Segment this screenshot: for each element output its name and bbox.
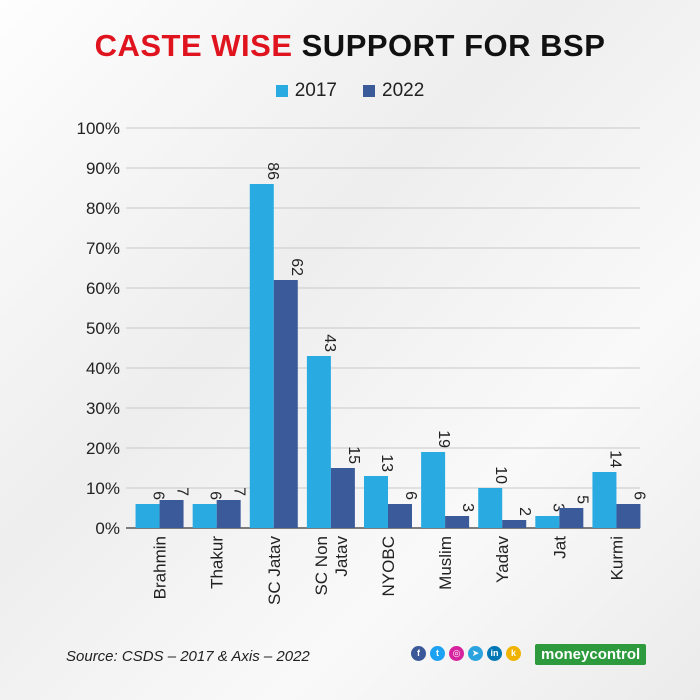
legend-label-2022: 2022 <box>382 80 425 101</box>
y-tick-label: 80% <box>86 199 120 218</box>
title-part-red: CASTE WISE <box>94 28 293 63</box>
x-tick-label: Kurmi <box>607 536 626 580</box>
data-label: 6 <box>402 491 419 500</box>
legend-swatch-2017 <box>275 85 288 97</box>
x-tick-label: Jatav <box>332 536 351 577</box>
instagram-icon[interactable]: ◎ <box>449 646 464 661</box>
bar-2017-yadav <box>478 488 503 528</box>
data-label: 6 <box>630 491 647 500</box>
x-tick-label: NYOBC <box>379 536 398 596</box>
bar-2017-brahmin <box>135 504 160 528</box>
bar-2022-yadav <box>502 520 527 528</box>
legend: 2017 2022 <box>0 80 700 102</box>
source-note: Source: CSDS – 2017 & Axis – 2022 <box>66 648 310 665</box>
y-tick-label: 40% <box>86 359 120 378</box>
data-label: 3 <box>459 503 476 512</box>
x-tick-label: Muslim <box>436 536 455 590</box>
data-label: 7 <box>174 487 191 496</box>
bar-2022-muslim <box>445 516 470 528</box>
data-label: 43 <box>321 334 338 352</box>
bar-2022-kurmi <box>616 504 641 528</box>
bar-2022-jat <box>559 508 584 528</box>
legend-item-2017: 2017 <box>275 80 337 102</box>
bar-2017-thakur <box>192 504 217 528</box>
data-label: 62 <box>288 258 305 276</box>
data-label: 10 <box>492 466 509 484</box>
data-label: 13 <box>378 454 395 472</box>
y-tick-label: 20% <box>86 439 120 458</box>
bar-2017-sc-non-jatav <box>306 356 331 528</box>
y-tick-label: 70% <box>86 239 120 258</box>
brand-logo: moneycontrol <box>535 644 647 665</box>
data-label: 2 <box>516 507 533 516</box>
data-label: 86 <box>264 162 281 180</box>
y-tick-label: 30% <box>86 399 120 418</box>
data-label: 3 <box>549 503 566 512</box>
y-tick-label: 0% <box>95 519 120 538</box>
x-tick-label: Thakur <box>208 536 227 589</box>
bar-2022-brahmin <box>159 500 184 528</box>
data-label: 15 <box>345 446 362 464</box>
twitter-icon[interactable]: t <box>430 646 445 661</box>
y-tick-label: 100% <box>77 119 120 138</box>
y-tick-label: 50% <box>86 319 120 338</box>
bar-2022-nyobc <box>388 504 412 528</box>
bar-2022-sc-non-jatav <box>330 468 355 528</box>
title-part-dark: SUPPORT FOR BSP <box>301 28 606 63</box>
x-tick-label: SC Jatav <box>265 536 284 605</box>
data-label: 6 <box>207 491 224 500</box>
koo-icon[interactable]: k <box>506 646 521 661</box>
y-tick-label: 10% <box>86 479 120 498</box>
data-label: 6 <box>150 491 167 500</box>
bar-2022-thakur <box>216 500 241 528</box>
facebook-icon[interactable]: f <box>411 646 426 661</box>
legend-swatch-2022 <box>363 85 375 97</box>
telegram-icon[interactable]: ➤ <box>468 646 483 661</box>
x-tick-label: Jat <box>550 536 569 559</box>
x-tick-label: Yadav <box>493 536 512 583</box>
bar-2017-jat <box>535 516 560 528</box>
legend-item-2022: 2022 <box>363 80 424 102</box>
social-icons: f t ◎ ➤ in k <box>411 646 521 661</box>
chart-title: CASTE WISE SUPPORT FOR BSP <box>0 28 700 64</box>
y-tick-label: 60% <box>86 279 120 298</box>
y-tick-label: 90% <box>86 159 120 178</box>
bar-2017-nyobc <box>364 476 388 528</box>
bar-2017-kurmi <box>592 472 617 528</box>
x-tick-label: SC Non <box>312 536 331 596</box>
data-label: 19 <box>435 430 452 448</box>
data-label: 7 <box>231 487 248 496</box>
x-tick-label: Brahmin <box>151 536 170 599</box>
linkedin-icon[interactable]: in <box>487 646 502 661</box>
data-label: 14 <box>606 450 623 468</box>
bar-2017-sc-jatav <box>249 184 274 528</box>
bar-2017-muslim <box>421 452 446 528</box>
bar-2022-sc-jatav <box>273 280 298 528</box>
data-label: 5 <box>573 495 590 504</box>
legend-label-2017: 2017 <box>294 80 337 101</box>
